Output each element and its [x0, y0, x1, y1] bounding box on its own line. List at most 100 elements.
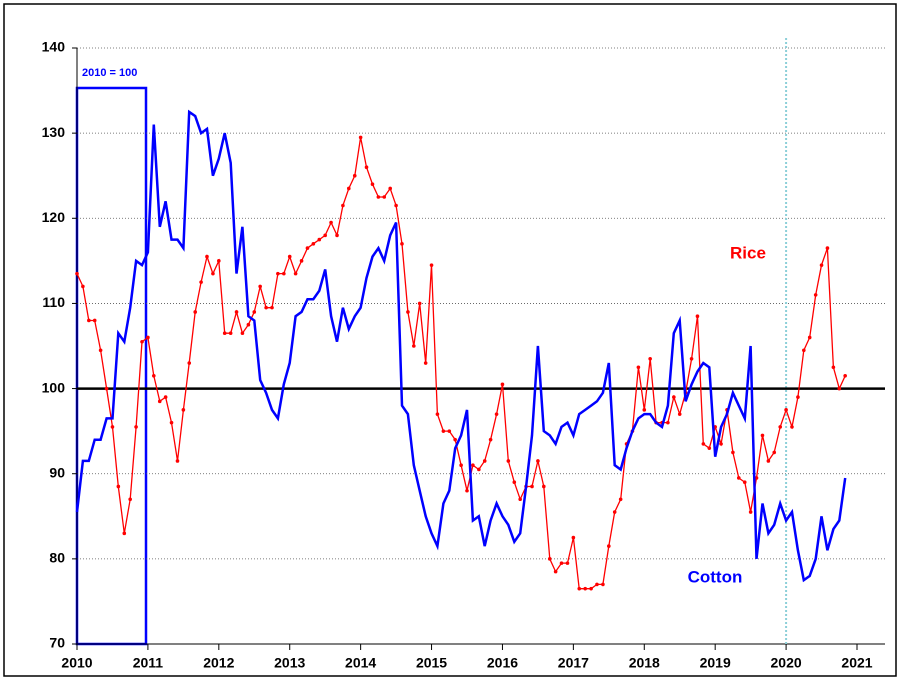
x-tick-label: 2010 — [61, 655, 92, 671]
marker — [530, 484, 534, 489]
x-tick-label: 2018 — [629, 655, 660, 671]
y-tick-label: 90 — [49, 464, 65, 480]
marker — [471, 463, 475, 468]
marker — [181, 408, 186, 412]
x-tick-label: 2015 — [416, 655, 447, 671]
marker — [222, 331, 227, 336]
x-tick-label: 2019 — [700, 655, 731, 671]
marker — [695, 314, 700, 319]
marker — [607, 544, 611, 548]
y-tick-label: 130 — [42, 124, 66, 140]
marker — [748, 510, 753, 514]
marker — [796, 395, 800, 399]
marker — [187, 361, 192, 365]
annotation: 2010 = 100 — [82, 67, 137, 79]
marker — [122, 531, 127, 536]
marker — [412, 344, 416, 348]
marker — [382, 195, 387, 199]
marker — [790, 425, 794, 429]
marker — [199, 280, 203, 284]
marker — [400, 242, 404, 246]
marker — [766, 459, 771, 463]
marker — [323, 233, 327, 238]
marker — [689, 356, 694, 361]
marker — [211, 271, 215, 276]
marker — [98, 348, 103, 353]
marker — [494, 412, 499, 416]
marker — [636, 365, 641, 370]
marker — [441, 429, 446, 433]
marker — [742, 480, 747, 485]
marker — [252, 310, 257, 314]
marker — [447, 429, 452, 433]
series-line — [76, 137, 846, 590]
marker — [157, 399, 162, 404]
marker — [778, 425, 783, 429]
marker — [565, 561, 570, 565]
marker — [595, 582, 599, 587]
marker — [760, 433, 765, 438]
marker — [358, 135, 363, 140]
marker — [506, 459, 511, 463]
marker — [175, 459, 180, 463]
y-tick-label: 120 — [42, 209, 66, 225]
marker — [341, 203, 345, 208]
marker — [364, 165, 369, 169]
marker — [228, 331, 233, 336]
marker — [707, 446, 712, 450]
marker — [311, 242, 316, 246]
marker — [110, 425, 115, 429]
series-label: Cotton — [688, 567, 743, 586]
x-tick-label: 2016 — [487, 655, 518, 671]
marker — [477, 467, 481, 472]
marker — [807, 335, 812, 340]
marker — [276, 271, 280, 276]
marker — [258, 284, 262, 289]
marker — [837, 386, 842, 391]
marker — [536, 459, 540, 463]
marker — [547, 557, 552, 561]
marker — [429, 263, 434, 267]
marker — [731, 450, 735, 455]
x-tick-label: 2013 — [274, 655, 305, 671]
marker — [612, 510, 617, 514]
chart-border — [3, 3, 897, 677]
marker — [512, 480, 517, 485]
marker — [500, 382, 505, 387]
marker — [577, 586, 582, 591]
marker — [193, 310, 198, 314]
marker — [825, 246, 830, 250]
marker — [843, 374, 847, 378]
y-tick-label: 100 — [42, 379, 66, 395]
marker — [81, 284, 85, 289]
marker — [482, 459, 487, 463]
marker — [459, 463, 463, 468]
marker — [305, 246, 310, 250]
marker — [234, 310, 239, 314]
marker — [754, 476, 759, 480]
x-tick-label: 2011 — [133, 655, 164, 671]
marker — [346, 186, 351, 191]
marker — [329, 220, 333, 225]
x-tick-label: 2021 — [841, 655, 872, 671]
series-label: Rice — [730, 243, 766, 262]
x-tick-label: 2014 — [345, 655, 376, 671]
marker — [287, 254, 292, 259]
marker — [648, 356, 652, 361]
marker — [270, 305, 274, 310]
marker — [394, 203, 398, 208]
marker — [406, 310, 410, 314]
marker — [802, 348, 806, 353]
y-tick-label: 110 — [42, 294, 65, 310]
marker — [352, 173, 357, 178]
marker — [465, 488, 469, 493]
marker — [666, 420, 670, 425]
marker — [642, 408, 647, 412]
marker — [559, 561, 564, 565]
marker — [417, 301, 422, 306]
y-tick-label: 80 — [49, 550, 65, 566]
marker — [589, 586, 593, 591]
marker — [453, 437, 457, 442]
marker — [376, 195, 381, 199]
